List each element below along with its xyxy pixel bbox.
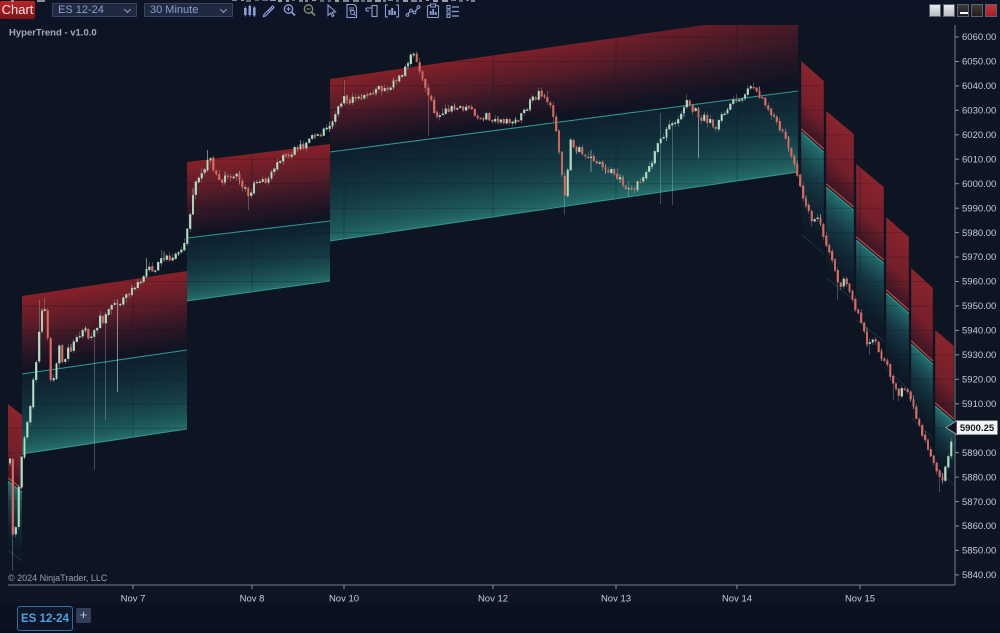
svg-text:5920.00: 5920.00 xyxy=(962,375,996,386)
svg-text:6050.00: 6050.00 xyxy=(962,57,996,68)
svg-text:5870.00: 5870.00 xyxy=(962,497,996,508)
svg-text:Nov 8: Nov 8 xyxy=(240,594,265,605)
svg-text:5860.00: 5860.00 xyxy=(962,521,996,532)
svg-text:6000.00: 6000.00 xyxy=(962,179,996,190)
svg-text:5980.00: 5980.00 xyxy=(962,228,996,239)
svg-text:Nov 10: Nov 10 xyxy=(329,594,359,605)
svg-text:6030.00: 6030.00 xyxy=(962,106,996,117)
svg-text:5840.00: 5840.00 xyxy=(962,570,996,581)
svg-text:HyperTrend - v1.0.0: HyperTrend - v1.0.0 xyxy=(9,28,97,39)
svg-text:5850.00: 5850.00 xyxy=(962,546,996,557)
svg-text:6020.00: 6020.00 xyxy=(962,130,996,141)
svg-text:5950.00: 5950.00 xyxy=(962,301,996,312)
svg-text:Nov 12: Nov 12 xyxy=(478,594,508,605)
svg-text:5970.00: 5970.00 xyxy=(962,252,996,263)
svg-text:5890.00: 5890.00 xyxy=(962,448,996,459)
svg-text:6040.00: 6040.00 xyxy=(962,81,996,92)
svg-text:Nov 15: Nov 15 xyxy=(845,594,875,605)
svg-text:6060.00: 6060.00 xyxy=(962,32,996,43)
svg-text:5930.00: 5930.00 xyxy=(962,350,996,361)
svg-text:Nov 13: Nov 13 xyxy=(601,594,631,605)
svg-text:5960.00: 5960.00 xyxy=(962,277,996,288)
svg-text:© 2024 NinjaTrader, LLC: © 2024 NinjaTrader, LLC xyxy=(8,573,108,583)
svg-text:5900.25: 5900.25 xyxy=(960,423,995,434)
svg-text:5990.00: 5990.00 xyxy=(962,203,996,214)
svg-text:5910.00: 5910.00 xyxy=(962,399,996,410)
svg-text:5940.00: 5940.00 xyxy=(962,326,996,337)
svg-text:Nov 7: Nov 7 xyxy=(121,594,146,605)
svg-text:5880.00: 5880.00 xyxy=(962,472,996,483)
svg-text:6010.00: 6010.00 xyxy=(962,154,996,165)
svg-text:Nov 14: Nov 14 xyxy=(722,594,752,605)
